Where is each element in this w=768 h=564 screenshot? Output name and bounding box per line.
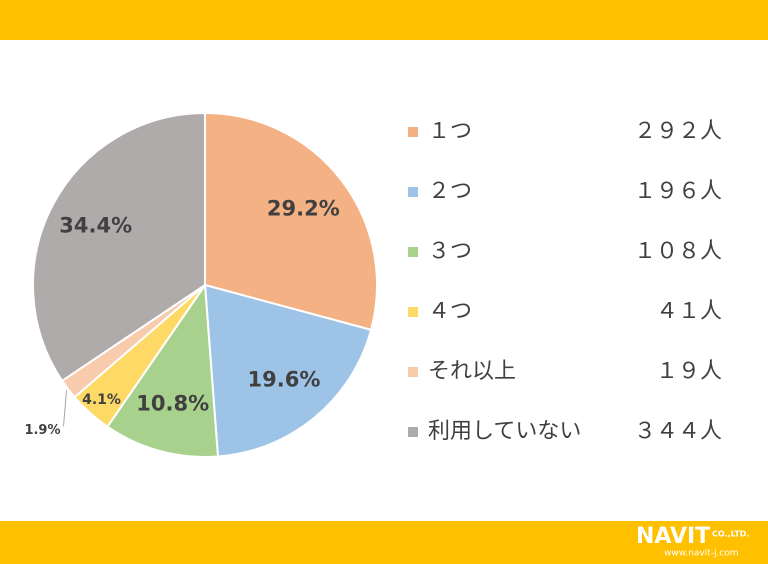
legend-swatch xyxy=(408,127,418,137)
legend-swatch xyxy=(408,247,418,257)
legend-label: ２つ xyxy=(428,179,472,204)
bottom-bar xyxy=(0,521,768,564)
pie-slice xyxy=(32,111,206,383)
legend-label: ４つ xyxy=(428,299,472,324)
data-label: 34.4% xyxy=(59,214,132,238)
legend-label: それ以上 xyxy=(428,359,516,384)
legend-label: ３つ xyxy=(428,239,472,264)
legend-count: ２９２人 xyxy=(634,119,722,144)
logo: NAVIT xyxy=(636,524,710,549)
data-label: 4.1% xyxy=(82,392,121,408)
legend-label: 利用していない xyxy=(428,419,581,444)
data-label: 29.2% xyxy=(267,197,340,221)
legend-count: １０８人 xyxy=(634,239,722,264)
legend-swatch xyxy=(408,367,418,377)
data-label: 10.8% xyxy=(136,392,209,416)
legend-count: ３４４人 xyxy=(634,419,722,444)
leader-line xyxy=(63,390,68,427)
company: CO.,LTD. xyxy=(712,530,749,539)
pie-slice xyxy=(204,111,378,332)
data-label: 1.9% xyxy=(24,423,60,438)
pie-chart: 29.2% 19.6% 10.8% 4.1% 1.9% 34.4% １つ ２９２人 ２つ １９６人… xyxy=(24,111,722,458)
pie-slice xyxy=(203,283,373,458)
legend-count: １９６人 xyxy=(634,179,722,204)
legend-count: １９人 xyxy=(656,359,722,384)
url: www.navit-j.com xyxy=(664,549,739,559)
pie-slice xyxy=(106,282,220,458)
data-label: 19.6% xyxy=(248,367,321,391)
legend-label: １つ xyxy=(428,119,472,144)
top-bar xyxy=(0,0,768,40)
legend-count: ４１人 xyxy=(656,299,722,324)
legend-swatch xyxy=(408,187,418,197)
legend-swatch xyxy=(408,307,418,317)
legend-swatch xyxy=(408,427,418,437)
